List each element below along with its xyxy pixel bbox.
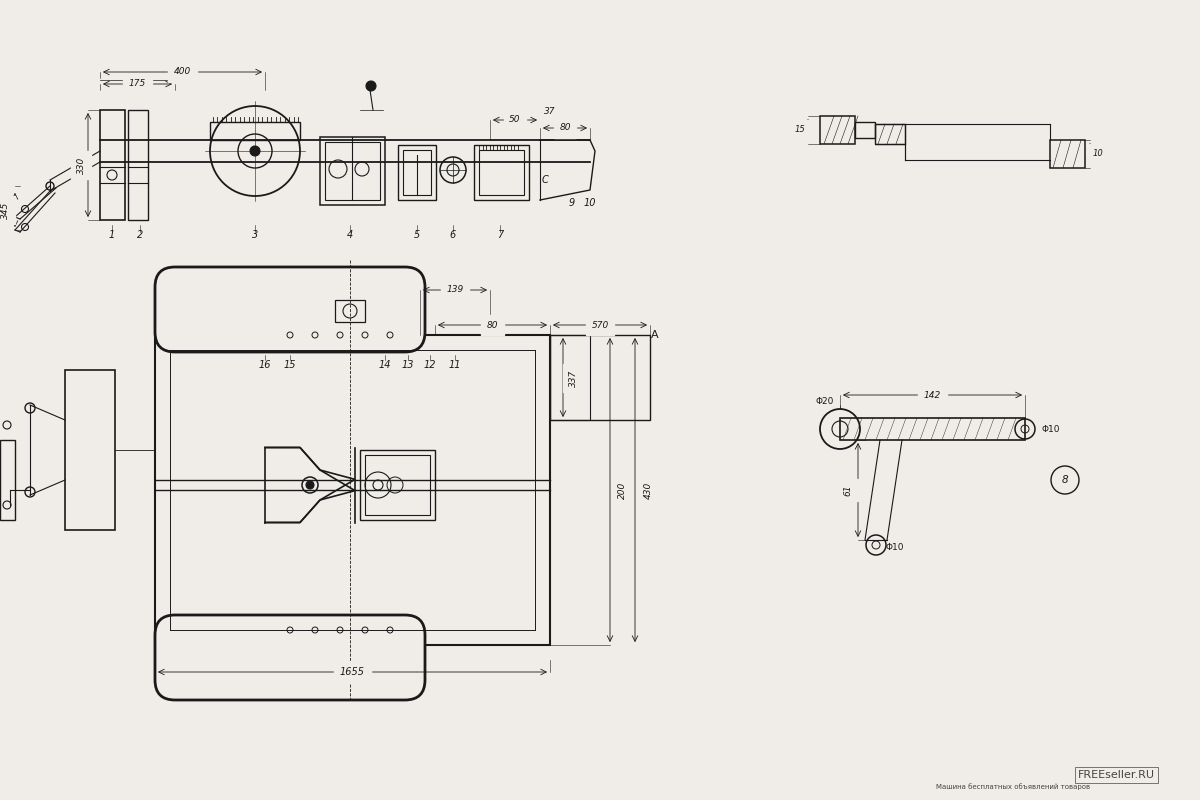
Text: 1655: 1655: [340, 667, 365, 677]
Text: 570: 570: [592, 321, 608, 330]
Bar: [840, 418, 1025, 440]
Text: 430: 430: [643, 482, 653, 498]
Text: Φ10: Φ10: [886, 543, 905, 553]
Text: 13: 13: [402, 360, 414, 370]
Text: Φ10: Φ10: [1042, 425, 1061, 434]
Circle shape: [366, 81, 376, 91]
Bar: [550, 335, 590, 420]
Text: A: A: [652, 330, 659, 340]
Text: 337: 337: [569, 370, 577, 386]
FancyBboxPatch shape: [155, 267, 425, 352]
Text: 4: 4: [347, 230, 353, 240]
Bar: [100, 110, 125, 220]
Text: 80: 80: [487, 321, 498, 330]
Text: 1: 1: [109, 230, 115, 240]
Text: 11: 11: [449, 360, 461, 370]
Text: Φ20: Φ20: [816, 398, 834, 406]
Bar: [365, 455, 430, 515]
Bar: [155, 335, 550, 645]
Bar: [320, 137, 385, 205]
Text: 80: 80: [559, 123, 571, 133]
Text: 37: 37: [545, 107, 556, 117]
Text: 142: 142: [924, 390, 941, 399]
Text: 61: 61: [844, 484, 852, 496]
Text: 3: 3: [252, 230, 258, 240]
Text: C: C: [541, 175, 548, 185]
Text: 345: 345: [0, 202, 10, 218]
Bar: [360, 450, 436, 520]
Text: 16: 16: [259, 360, 271, 370]
Bar: [0, 440, 14, 520]
Text: 400: 400: [174, 67, 191, 77]
Text: 15: 15: [794, 126, 805, 134]
Circle shape: [306, 481, 314, 489]
Text: 7: 7: [497, 230, 503, 240]
Bar: [403, 150, 431, 195]
Bar: [854, 122, 875, 138]
Bar: [875, 124, 905, 144]
FancyBboxPatch shape: [155, 615, 425, 700]
Text: 14: 14: [379, 360, 391, 370]
Text: Машина бесплатных объявлений товаров: Машина бесплатных объявлений товаров: [936, 783, 1090, 790]
Bar: [1050, 140, 1085, 168]
Circle shape: [250, 146, 260, 156]
Text: 200: 200: [618, 482, 626, 498]
Text: 6: 6: [450, 230, 456, 240]
Bar: [210, 122, 300, 140]
Text: 15: 15: [283, 360, 296, 370]
Text: 175: 175: [128, 79, 146, 89]
Text: 50: 50: [509, 115, 521, 125]
Bar: [479, 150, 524, 195]
Text: 10: 10: [1093, 150, 1103, 158]
Bar: [325, 142, 380, 200]
Bar: [65, 370, 115, 530]
Text: 5: 5: [414, 230, 420, 240]
Text: 10: 10: [583, 198, 596, 208]
Text: 2: 2: [137, 230, 143, 240]
Bar: [550, 335, 650, 420]
Text: 8: 8: [1062, 475, 1068, 485]
Bar: [474, 145, 529, 200]
Bar: [335, 300, 365, 322]
Text: 330: 330: [77, 156, 85, 174]
Bar: [398, 145, 436, 200]
Text: 9: 9: [569, 198, 575, 208]
Bar: [820, 116, 854, 144]
Text: 139: 139: [446, 286, 463, 294]
Text: 12: 12: [424, 360, 437, 370]
Text: FREEseller.RU: FREEseller.RU: [1078, 770, 1154, 780]
Bar: [128, 110, 148, 220]
